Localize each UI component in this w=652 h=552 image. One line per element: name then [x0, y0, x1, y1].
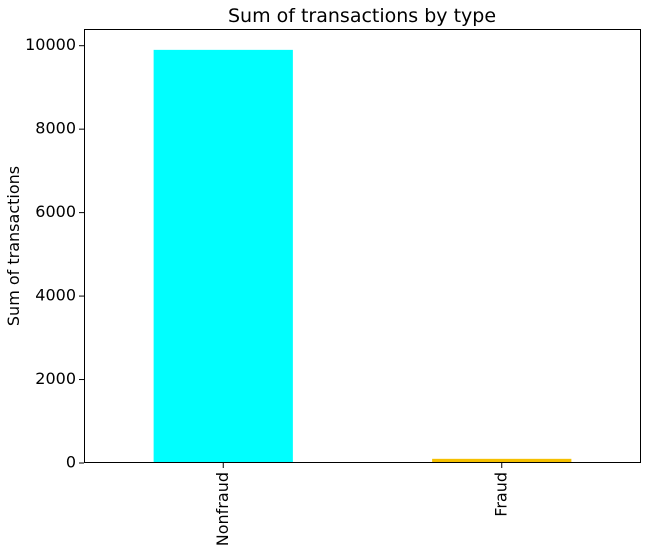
plot-area-frame: [84, 29, 641, 463]
x-tick-label: Fraud: [491, 472, 510, 517]
bar-fraud: [432, 458, 572, 463]
bar-group: [153, 49, 572, 463]
y-tick-label: 10000: [25, 35, 76, 54]
y-tick-label: 4000: [35, 286, 76, 305]
chart-title: Sum of transactions by type: [228, 5, 496, 27]
bar-nonfraud: [153, 49, 293, 463]
y-tick-label: 6000: [35, 202, 76, 221]
y-tick-label: 2000: [35, 369, 76, 388]
y-axis-label: Sum of transactions: [4, 166, 23, 326]
x-axis-ticks: Nonfraud Fraud: [213, 463, 510, 546]
y-axis-ticks: 0 2000 4000 6000 8000 10000: [25, 35, 84, 472]
y-tick-label: 0: [66, 453, 76, 472]
y-tick-label: 8000: [35, 119, 76, 138]
x-tick-label: Nonfraud: [213, 472, 232, 546]
